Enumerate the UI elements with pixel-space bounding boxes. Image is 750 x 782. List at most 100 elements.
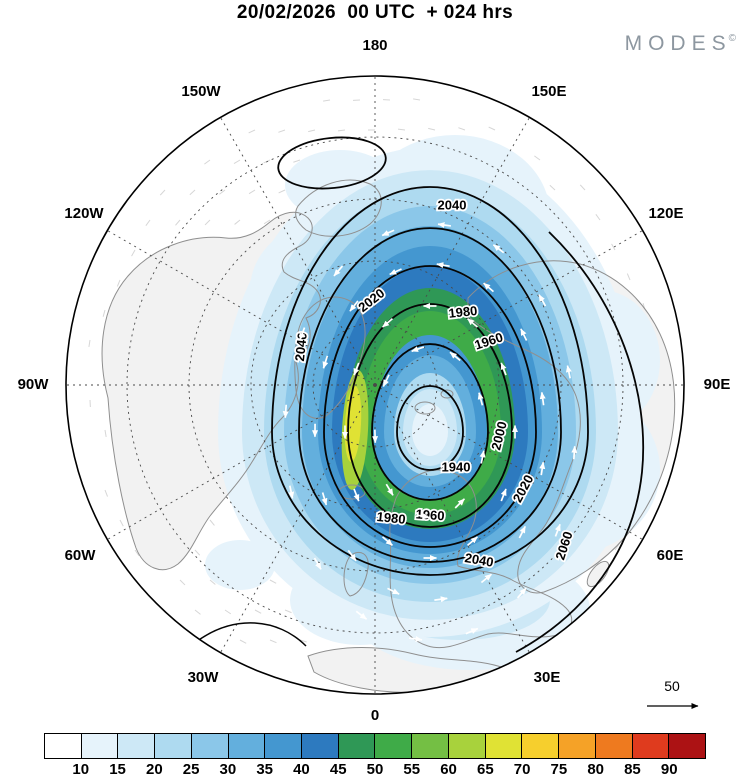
colorbar-tick-label: 45 [329, 761, 347, 778]
longitude-label: 120E [648, 205, 683, 222]
colorbar-cell [447, 734, 485, 758]
stipple-mark [131, 249, 136, 257]
wind-arrow [313, 557, 322, 570]
stipple-mark [209, 519, 215, 526]
colorbar-cell [190, 734, 228, 758]
stipple-mark [614, 543, 620, 551]
stipple-mark [194, 549, 201, 556]
colorbar-cell [631, 734, 669, 758]
stipple-mark [145, 219, 151, 226]
wind-arrow [571, 445, 578, 460]
stipple-mark [458, 127, 466, 131]
wind-arrow [492, 244, 505, 254]
stipple-mark [534, 155, 541, 161]
stipple-mark [189, 189, 196, 196]
stipple-mark [263, 219, 271, 225]
longitude-label: 150E [531, 83, 566, 100]
colorbar-tick-label: 20 [145, 761, 163, 778]
longitude-label: 30W [188, 669, 220, 686]
stipple-mark [239, 639, 247, 644]
wind-arrows [282, 222, 578, 642]
latitude-circle [250, 260, 500, 510]
height-contours [195, 136, 645, 653]
wind-arrow [434, 596, 448, 603]
wind-arrow [299, 327, 306, 341]
colorbar-cell [301, 734, 338, 758]
wind-arrow [554, 523, 561, 537]
stipple-mark [175, 219, 181, 226]
contour-2040 [271, 186, 589, 576]
map-outline [65, 75, 685, 695]
wind-arrow [333, 265, 344, 277]
colorbar-cell [264, 734, 302, 758]
stipple-mark [134, 549, 140, 557]
wind-arrow [500, 362, 507, 376]
colorbar-cell [484, 734, 522, 758]
stipple-mark [549, 184, 556, 191]
wind-arrow [385, 483, 394, 496]
stipple-mark [204, 159, 211, 165]
colorbar-cell [521, 734, 559, 758]
stipple-mark [194, 609, 201, 615]
stipple-mark [269, 639, 277, 644]
wind-arrow [282, 404, 289, 419]
colorbar-tick-label: 25 [182, 761, 200, 778]
colorbar-cell [227, 734, 265, 758]
wind-arrow [465, 627, 479, 635]
contour-1940 [396, 385, 464, 471]
wind-arrow [516, 587, 527, 599]
stipple-mark [579, 184, 586, 191]
stipple-mark [278, 129, 286, 133]
stipple-mark [488, 126, 496, 131]
wind-arrow [483, 282, 495, 293]
graticule [66, 76, 684, 694]
colorbar-cell [45, 734, 81, 758]
colorbar-tick-label: 15 [109, 761, 126, 778]
contour-closed-top [277, 136, 387, 190]
wind-arrow [454, 498, 466, 509]
contour-2060 [515, 231, 645, 653]
wind-arrow [467, 536, 478, 546]
colorbar-tick-label: 85 [624, 761, 641, 778]
contour-1960 [371, 343, 489, 501]
wind-arrow [408, 635, 423, 642]
stipple-mark [308, 129, 316, 133]
longitude-label: 150W [181, 83, 221, 100]
wind-arrow [539, 391, 546, 406]
wind-arrow [436, 262, 450, 269]
colorbar-tick-label: 80 [587, 761, 604, 778]
stipple-mark [428, 127, 436, 131]
longitude-label: 60E [657, 547, 684, 564]
stipple-mark [104, 429, 107, 437]
stipple-mark [269, 579, 277, 584]
wind-arrow [381, 229, 395, 237]
contour-label: 2040 [464, 550, 495, 570]
colorbar-cell [154, 734, 191, 758]
wind-arrow [353, 488, 360, 502]
stipple-mark [159, 189, 166, 196]
stipple-mark [179, 579, 186, 586]
stipple-mark [233, 159, 241, 165]
stipple-mark [204, 219, 211, 226]
wind-arrow [355, 610, 368, 620]
shading-blob [205, 540, 275, 590]
contour-2020 [298, 227, 562, 563]
contour-label: 1980 [448, 303, 478, 321]
wind-arrow [518, 525, 527, 539]
colorbar-tick-label: 90 [660, 761, 678, 778]
chart-title: 20/02/2026 00 UTC + 024 hrs [236, 2, 514, 23]
wind-arrow [500, 488, 507, 502]
wind-arrow [382, 536, 393, 546]
contour-label: 2040 [292, 332, 310, 362]
stipple-mark [248, 129, 256, 134]
modes-logo: MODES© [625, 32, 736, 56]
stipple-mark [397, 128, 406, 131]
colorbar-tick-label: 75 [550, 761, 568, 778]
colorbar-tick-label: 40 [293, 761, 310, 778]
stipple-mark [209, 579, 216, 585]
wind-arrow [382, 374, 390, 387]
wind-arrow [539, 461, 546, 476]
contour-2000 [323, 265, 537, 548]
stipple-mark [626, 273, 631, 281]
